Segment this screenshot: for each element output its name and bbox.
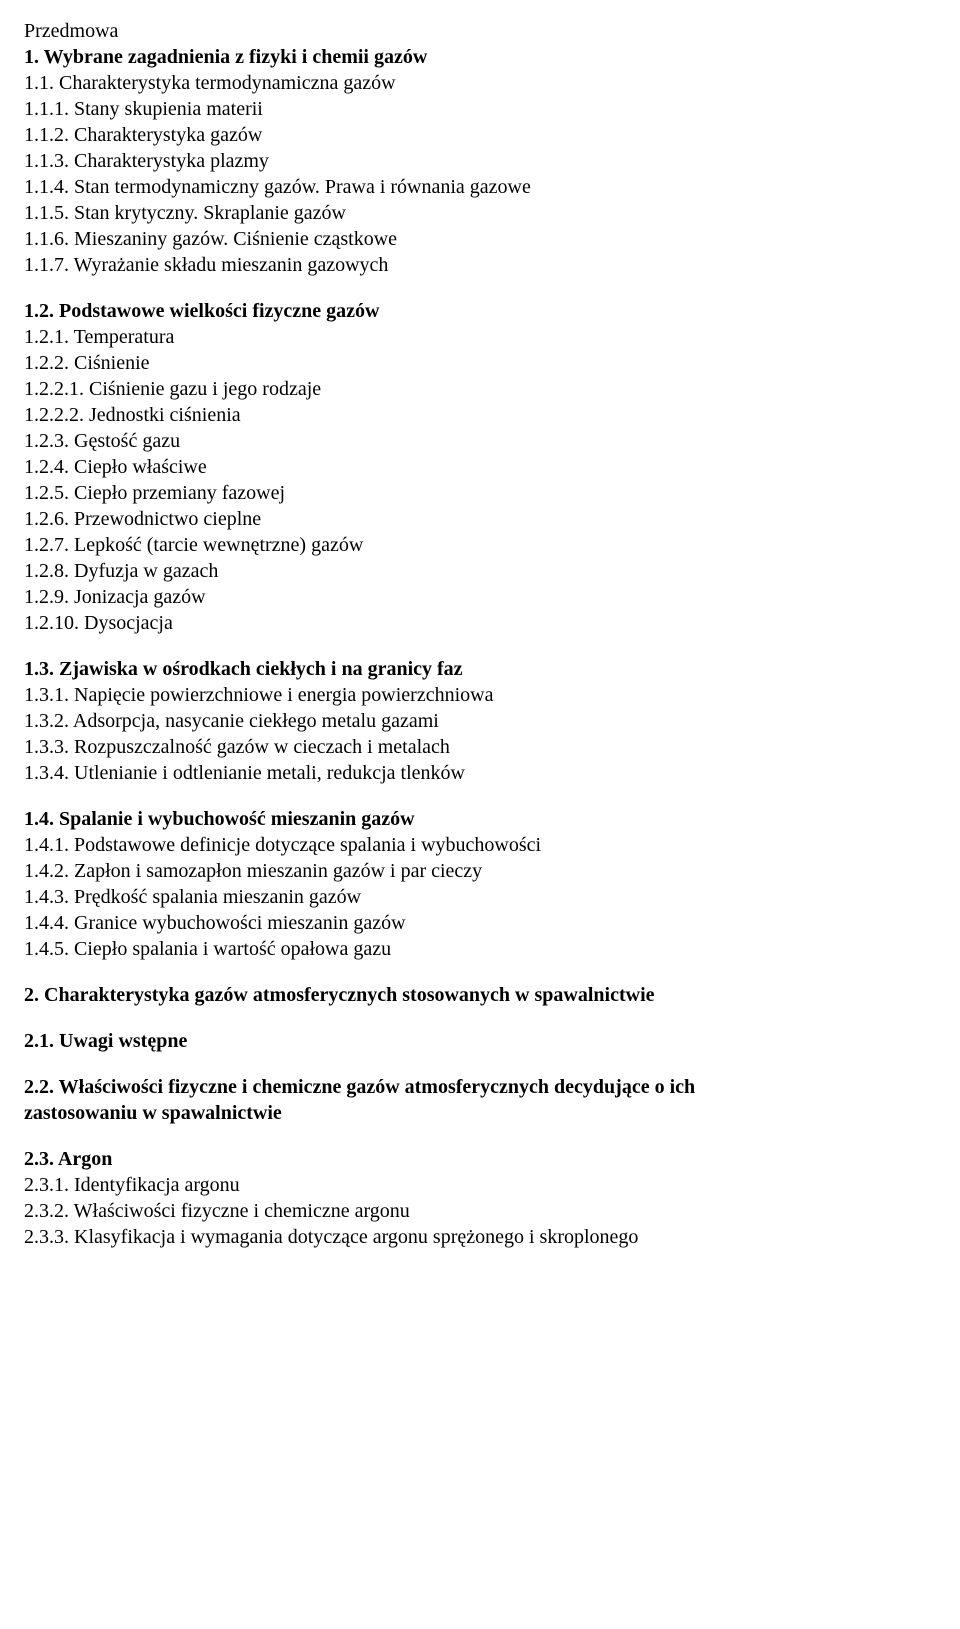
section-1-heading: 1. Wybrane zagadnienia z fizyki i chemii…	[24, 44, 936, 70]
toc-item: 1.1. Charakterystyka termodynamiczna gaz…	[24, 70, 936, 96]
section-2-3-heading: 2.3. Argon	[24, 1146, 936, 1172]
toc-item: 1.2.2. Ciśnienie	[24, 350, 936, 376]
toc-item: 1.2.7. Lepkość (tarcie wewnętrzne) gazów	[24, 532, 936, 558]
toc-item: 1.2.2.1. Ciśnienie gazu i jego rodzaje	[24, 376, 936, 402]
toc-item: 1.3.4. Utlenianie i odtlenianie metali, …	[24, 760, 936, 786]
preface-line: Przedmowa	[24, 18, 936, 44]
section-spacer	[24, 1008, 936, 1028]
toc-item: 1.1.1. Stany skupienia materii	[24, 96, 936, 122]
toc-item: 1.2.8. Dyfuzja w gazach	[24, 558, 936, 584]
toc-item: 1.2.4. Ciepło właściwe	[24, 454, 936, 480]
toc-item: 1.2.5. Ciepło przemiany fazowej	[24, 480, 936, 506]
section-spacer	[24, 1054, 936, 1074]
toc-item: 2.3.2. Właściwości fizyczne i chemiczne …	[24, 1198, 936, 1224]
toc-item: 1.1.5. Stan krytyczny. Skraplanie gazów	[24, 200, 936, 226]
section-2-2-heading-line-1: 2.2. Właściwości fizyczne i chemiczne ga…	[24, 1074, 936, 1100]
toc-item: 1.2.2.2. Jednostki ciśnienia	[24, 402, 936, 428]
document-page: Przedmowa 1. Wybrane zagadnienia z fizyk…	[0, 0, 960, 1290]
toc-item: 1.1.4. Stan termodynamiczny gazów. Prawa…	[24, 174, 936, 200]
toc-item: 1.4.3. Prędkość spalania mieszanin gazów	[24, 884, 936, 910]
toc-item: 1.2.6. Przewodnictwo cieplne	[24, 506, 936, 532]
toc-item: 1.2.3. Gęstość gazu	[24, 428, 936, 454]
toc-item: 1.1.7. Wyrażanie składu mieszanin gazowy…	[24, 252, 936, 278]
section-1-3-heading: 1.3. Zjawiska w ośrodkach ciekłych i na …	[24, 656, 936, 682]
section-spacer	[24, 636, 936, 656]
section-spacer	[24, 786, 936, 806]
toc-item: 2.3.1. Identyfikacja argonu	[24, 1172, 936, 1198]
section-spacer	[24, 278, 936, 298]
section-spacer	[24, 1126, 936, 1146]
section-2-1-heading: 2.1. Uwagi wstępne	[24, 1028, 936, 1054]
section-1-4-heading: 1.4. Spalanie i wybuchowość mieszanin ga…	[24, 806, 936, 832]
toc-item: 1.1.6. Mieszaniny gazów. Ciśnienie cząst…	[24, 226, 936, 252]
toc-item: 1.4.2. Zapłon i samozapłon mieszanin gaz…	[24, 858, 936, 884]
toc-item: 1.3.3. Rozpuszczalność gazów w cieczach …	[24, 734, 936, 760]
section-1-2-heading: 1.2. Podstawowe wielkości fizyczne gazów	[24, 298, 936, 324]
toc-item: 2.3.3. Klasyfikacja i wymagania dotycząc…	[24, 1224, 936, 1250]
toc-item: 1.2.1. Temperatura	[24, 324, 936, 350]
section-spacer	[24, 962, 936, 982]
toc-item: 1.3.2. Adsorpcja, nasycanie ciekłego met…	[24, 708, 936, 734]
toc-item: 1.2.9. Jonizacja gazów	[24, 584, 936, 610]
toc-item: 1.4.5. Ciepło spalania i wartość opałowa…	[24, 936, 936, 962]
toc-item: 1.4.4. Granice wybuchowości mieszanin ga…	[24, 910, 936, 936]
section-2-heading: 2. Charakterystyka gazów atmosferycznych…	[24, 982, 936, 1008]
section-2-2-heading-line-2: zastosowaniu w spawalnictwie	[24, 1100, 936, 1126]
toc-item: 1.3.1. Napięcie powierzchniowe i energia…	[24, 682, 936, 708]
toc-item: 1.1.3. Charakterystyka plazmy	[24, 148, 936, 174]
toc-item: 1.2.10. Dysocjacja	[24, 610, 936, 636]
toc-item: 1.1.2. Charakterystyka gazów	[24, 122, 936, 148]
toc-item: 1.4.1. Podstawowe definicje dotyczące sp…	[24, 832, 936, 858]
